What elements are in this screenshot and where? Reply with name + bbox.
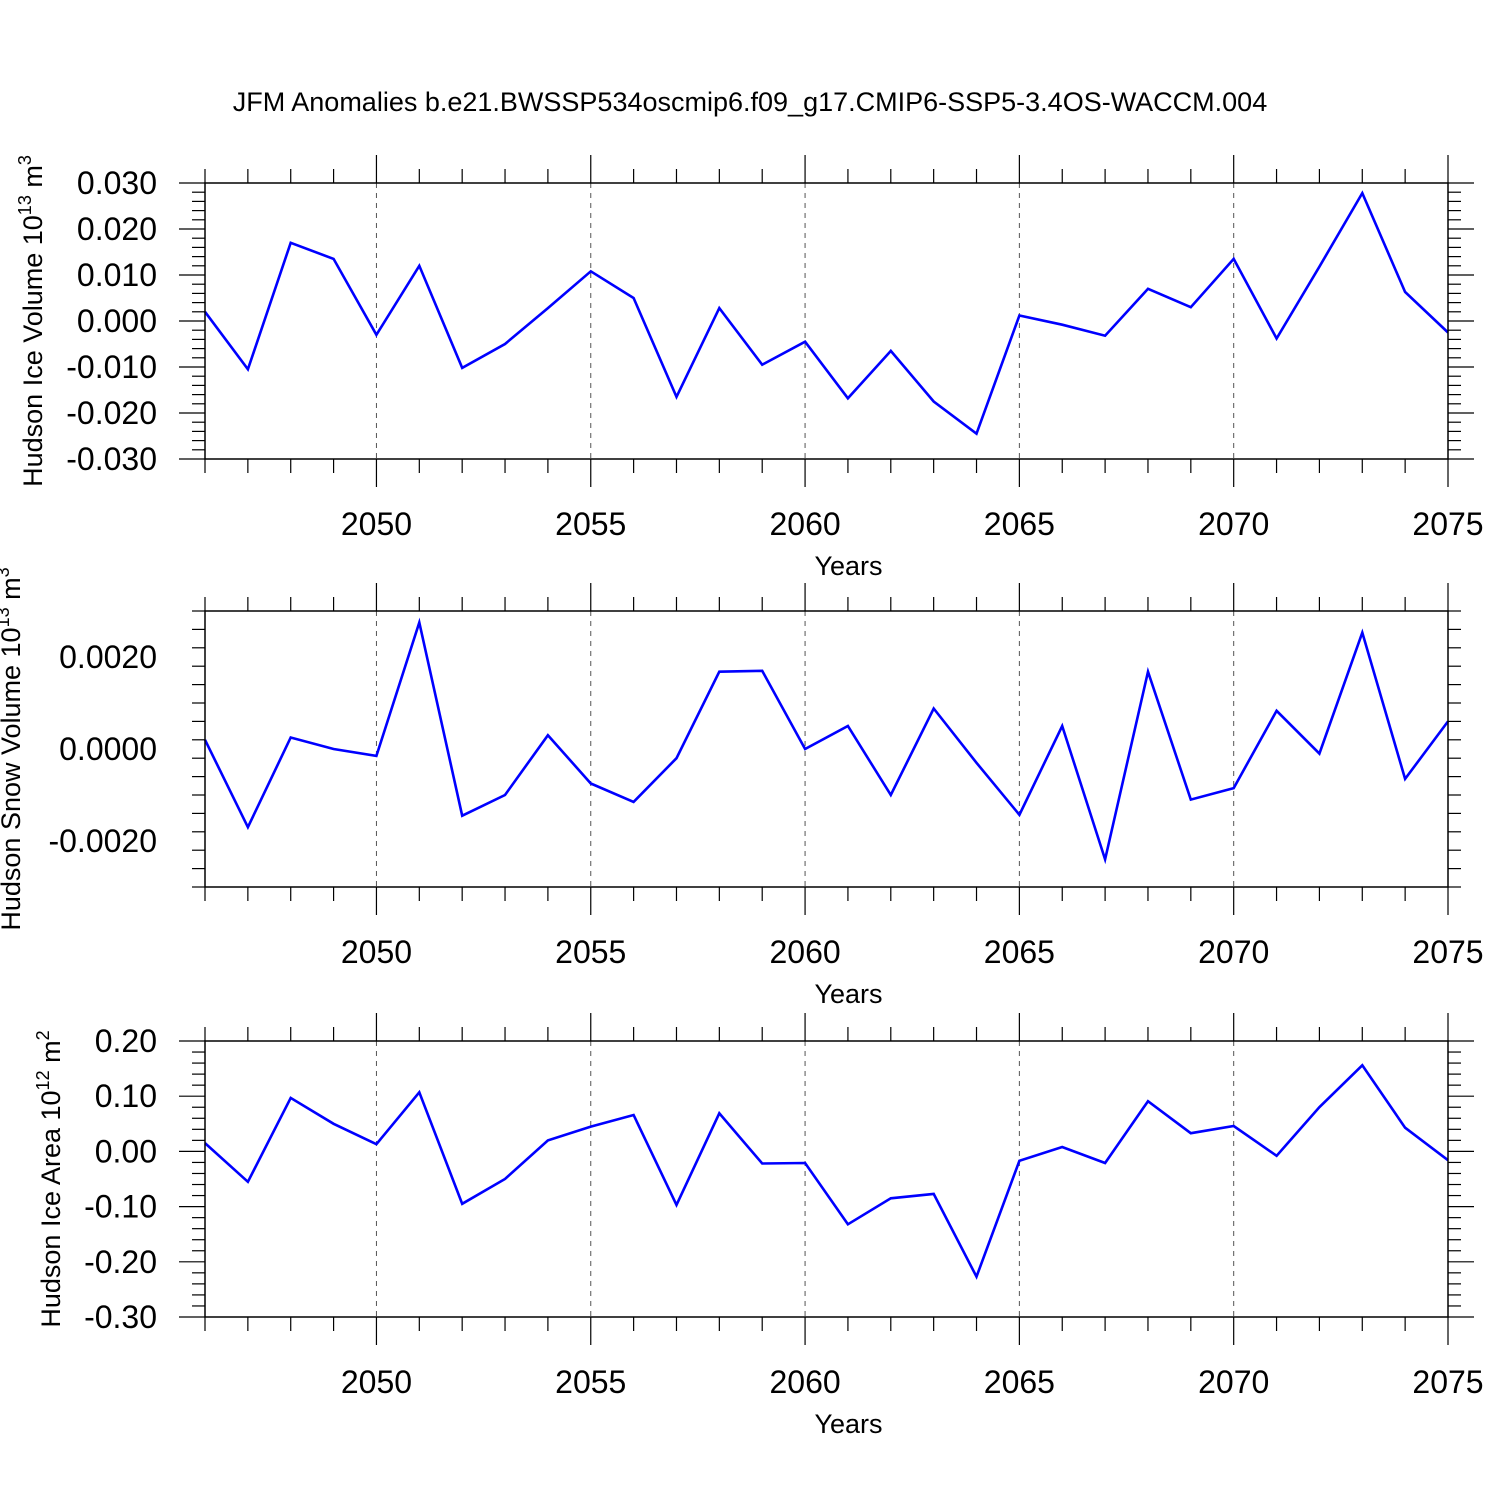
x-tick-label: 2050 (341, 934, 412, 970)
x-tick-label: 2050 (341, 1364, 412, 1400)
y-tick-label: -0.020 (66, 395, 157, 431)
x-tick-label: 2075 (1412, 934, 1483, 970)
x-tick-label: 2075 (1412, 1364, 1483, 1400)
x-axis-label: Years (814, 551, 882, 581)
plot-frame (204, 1040, 1449, 1318)
y-tick-label: 0.0000 (59, 731, 157, 767)
y-tick-label: -0.0020 (48, 823, 157, 859)
x-tick-label: 2070 (1198, 1364, 1269, 1400)
x-tick-label: 2070 (1198, 934, 1269, 970)
x-tick-label: 2060 (769, 506, 840, 542)
series-line (203, 190, 1449, 436)
plot-frame (204, 610, 1449, 888)
y-tick-label: 0.030 (77, 165, 157, 201)
x-axis-label: Years (814, 1409, 882, 1439)
x-tick-label: 2050 (341, 506, 412, 542)
y-tick-label: -0.10 (84, 1189, 157, 1225)
y-axis-label: Hudson Snow Volume 1013 m3 (0, 567, 26, 930)
series-line (204, 1063, 1449, 1280)
panel-2: -0.0020 0.0000 0.0020 2050 2055 2060 2065 2070 2… (0, 567, 1484, 1009)
x-tick-label: 2060 (769, 1364, 840, 1400)
x-tick-label: 2065 (984, 934, 1055, 970)
y-tick-label: 0.0020 (59, 639, 157, 675)
y-tick-label: 0.20 (95, 1023, 157, 1059)
y-tick-label: 0.000 (77, 303, 157, 339)
x-tick-label: 2055 (555, 934, 626, 970)
plot-frame (204, 182, 1449, 460)
x-axis-label: Years (814, 979, 882, 1009)
y-tick-label: 0.10 (95, 1078, 157, 1114)
y-tick-label: -0.010 (66, 349, 157, 385)
y-tick-label: 0.020 (77, 211, 157, 247)
y-tick-label: 0.00 (95, 1133, 157, 1169)
series-line (203, 617, 1450, 865)
y-tick-label: -0.20 (84, 1244, 157, 1280)
panel-3: -0.30 -0.20 -0.10 0.00 0.10 0.20 2050 2055 2060 2… (33, 1013, 1484, 1439)
x-tick-label: 2065 (984, 506, 1055, 542)
x-tick-label: 2055 (555, 1364, 626, 1400)
y-tick-label: 0.010 (77, 257, 157, 293)
y-tick-label: -0.030 (66, 441, 157, 477)
y-tick-label: -0.30 (84, 1299, 157, 1335)
x-tick-label: 2055 (555, 506, 626, 542)
x-tick-label: 2065 (984, 1364, 1055, 1400)
chart-title: JFM Anomalies b.e21.BWSSP534oscmip6.f09_… (233, 87, 1267, 117)
panel-1: -0.030 -0.020 -0.010 0.000 0.010 0.020 0.030 20… (15, 155, 1484, 581)
x-tick-label: 2070 (1198, 506, 1269, 542)
y-axis-label: Hudson Ice Volume 1013 m3 (15, 155, 48, 487)
x-tick-label: 2060 (769, 934, 840, 970)
x-tick-label: 2075 (1412, 506, 1483, 542)
y-axis-label: Hudson Ice Area 1012 m2 (33, 1030, 66, 1327)
